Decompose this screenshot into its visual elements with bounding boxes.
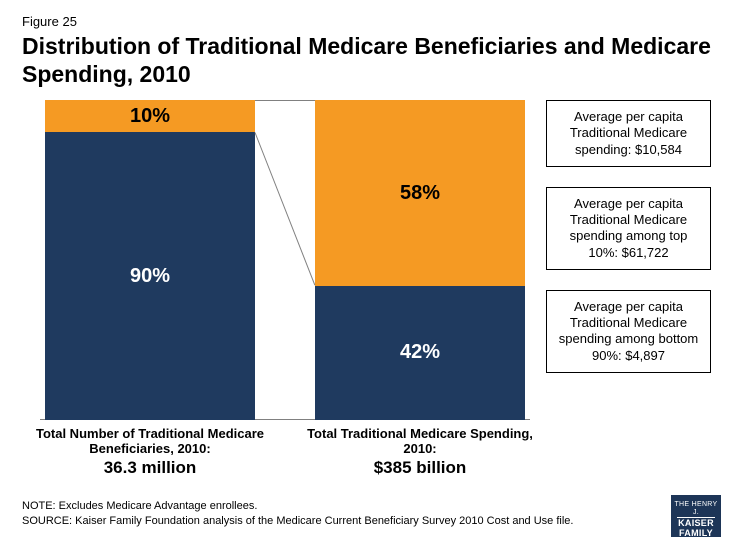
- bar-segment: 10%: [45, 100, 255, 132]
- figure-title: Distribution of Traditional Medicare Ben…: [22, 33, 713, 88]
- bar-x-label-line1: Total Number of Traditional Medicare Ben…: [35, 426, 265, 456]
- bar-x-label: Total Number of Traditional Medicare Ben…: [35, 426, 265, 478]
- info-box-top10: Average per capita Traditional Medicare …: [546, 187, 711, 270]
- stacked-bar: 42%58%: [315, 100, 525, 420]
- connector-line: [255, 133, 316, 286]
- info-box-bottom90: Average per capita Traditional Medicare …: [546, 290, 711, 373]
- bar-x-label-line2: $385 billion: [305, 458, 535, 478]
- bar-segment: 90%: [45, 132, 255, 420]
- figure-number: Figure 25: [22, 14, 713, 29]
- figure-page: Figure 25 Distribution of Traditional Me…: [0, 0, 735, 551]
- logo-line: FOUNDATION: [671, 542, 721, 550]
- bar-x-label-line1: Total Traditional Medicare Spending, 201…: [305, 426, 535, 456]
- bar-x-label-line2: 36.3 million: [35, 458, 265, 478]
- bar-chart-area: 90%10%Total Number of Traditional Medica…: [40, 100, 530, 420]
- bar-segment: 42%: [315, 286, 525, 420]
- chart-content: 90%10%Total Number of Traditional Medica…: [22, 100, 713, 450]
- stacked-bar: 90%10%: [45, 100, 255, 420]
- bar-x-label: Total Traditional Medicare Spending, 201…: [305, 426, 535, 478]
- logo-line: FAMILY: [671, 529, 721, 539]
- info-box-overall: Average per capita Traditional Medicare …: [546, 100, 711, 167]
- bar-segment: 58%: [315, 100, 525, 286]
- footnotes: NOTE: Excludes Medicare Advantage enroll…: [22, 499, 573, 529]
- connector-line: [255, 100, 315, 101]
- info-boxes: Average per capita Traditional Medicare …: [546, 100, 711, 393]
- kff-logo: THE HENRY J. KAISER FAMILY FOUNDATION: [671, 495, 721, 537]
- logo-line: THE HENRY J.: [671, 501, 721, 516]
- note-text: NOTE: Excludes Medicare Advantage enroll…: [22, 499, 573, 514]
- logo-rule: [677, 540, 715, 541]
- source-text: SOURCE: Kaiser Family Foundation analysi…: [22, 514, 573, 529]
